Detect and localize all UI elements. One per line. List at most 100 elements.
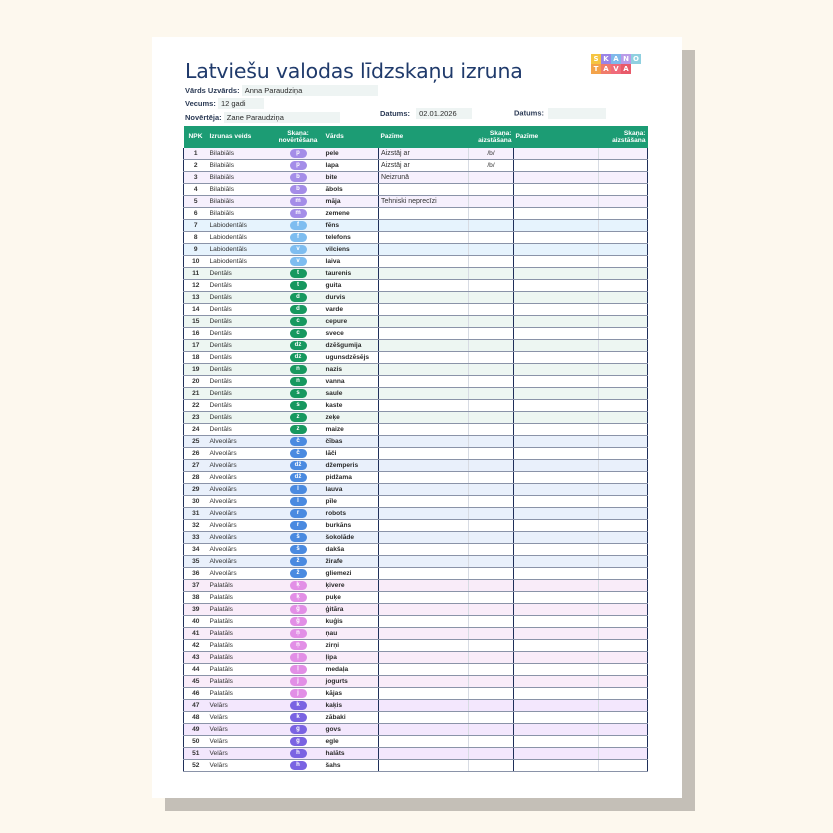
substitution1-cell[interactable] <box>468 291 514 304</box>
substitution1-cell[interactable] <box>468 315 514 328</box>
name-input[interactable]: Anna Paraudziņa <box>241 85 378 96</box>
trait1-cell[interactable] <box>378 399 469 412</box>
substitution2-cell[interactable] <box>598 279 648 292</box>
substitution1-cell[interactable] <box>468 747 514 760</box>
substitution1-cell[interactable] <box>468 183 514 196</box>
trait2-cell[interactable] <box>513 591 599 604</box>
trait2-cell[interactable] <box>513 267 599 280</box>
trait2-cell[interactable] <box>513 555 599 568</box>
substitution2-cell[interactable] <box>598 699 648 712</box>
trait2-cell[interactable] <box>513 759 599 772</box>
trait2-cell[interactable] <box>513 663 599 676</box>
substitution1-cell[interactable] <box>468 759 514 772</box>
trait2-cell[interactable] <box>513 435 599 448</box>
trait2-cell[interactable] <box>513 195 599 208</box>
substitution1-cell[interactable] <box>468 375 514 388</box>
substitution2-cell[interactable] <box>598 555 648 568</box>
substitution2-cell[interactable] <box>598 747 648 760</box>
substitution2-cell[interactable] <box>598 411 648 424</box>
trait2-cell[interactable] <box>513 579 599 592</box>
substitution2-cell[interactable] <box>598 615 648 628</box>
trait2-cell[interactable] <box>513 255 599 268</box>
trait2-cell[interactable] <box>513 459 599 472</box>
trait1-cell[interactable] <box>378 603 469 616</box>
trait2-cell[interactable] <box>513 543 599 556</box>
trait1-cell[interactable] <box>378 543 469 556</box>
substitution2-cell[interactable] <box>598 507 648 520</box>
trait1-cell[interactable] <box>378 447 469 460</box>
trait2-cell[interactable] <box>513 519 599 532</box>
trait1-cell[interactable] <box>378 699 469 712</box>
substitution1-cell[interactable] <box>468 219 514 232</box>
trait2-cell[interactable] <box>513 411 599 424</box>
substitution2-cell[interactable] <box>598 531 648 544</box>
substitution2-cell[interactable] <box>598 351 648 364</box>
trait2-cell[interactable] <box>513 447 599 460</box>
substitution2-cell[interactable] <box>598 603 648 616</box>
trait1-cell[interactable] <box>378 363 469 376</box>
trait2-cell[interactable] <box>513 171 599 184</box>
substitution1-cell[interactable] <box>468 387 514 400</box>
substitution1-cell[interactable] <box>468 735 514 748</box>
substitution2-cell[interactable] <box>598 315 648 328</box>
substitution1-cell[interactable] <box>468 543 514 556</box>
trait1-cell[interactable] <box>378 231 469 244</box>
substitution1-cell[interactable] <box>468 519 514 532</box>
substitution1-cell[interactable] <box>468 675 514 688</box>
substitution1-cell[interactable] <box>468 579 514 592</box>
substitution2-cell[interactable] <box>598 243 648 256</box>
trait2-cell[interactable] <box>513 423 599 436</box>
trait1-cell[interactable] <box>378 687 469 700</box>
trait2-cell[interactable] <box>513 219 599 232</box>
substitution1-cell[interactable] <box>468 255 514 268</box>
substitution2-cell[interactable] <box>598 651 648 664</box>
trait1-cell[interactable] <box>378 291 469 304</box>
trait1-cell[interactable] <box>378 579 469 592</box>
substitution1-cell[interactable] <box>468 459 514 472</box>
trait2-cell[interactable] <box>513 651 599 664</box>
trait1-cell[interactable] <box>378 411 469 424</box>
date2-input[interactable] <box>548 108 607 119</box>
substitution1-cell[interactable] <box>468 495 514 508</box>
trait1-cell[interactable] <box>378 303 469 316</box>
trait1-cell[interactable] <box>378 483 469 496</box>
substitution1-cell[interactable] <box>468 627 514 640</box>
trait1-cell[interactable] <box>378 627 469 640</box>
trait1-cell[interactable] <box>378 555 469 568</box>
trait2-cell[interactable] <box>513 699 599 712</box>
substitution2-cell[interactable] <box>598 148 648 160</box>
trait1-cell[interactable] <box>378 759 469 772</box>
substitution2-cell[interactable] <box>598 219 648 232</box>
substitution2-cell[interactable] <box>598 663 648 676</box>
substitution1-cell[interactable] <box>468 615 514 628</box>
trait2-cell[interactable] <box>513 399 599 412</box>
substitution1-cell[interactable] <box>468 471 514 484</box>
trait2-cell[interactable] <box>513 615 599 628</box>
substitution2-cell[interactable] <box>598 267 648 280</box>
substitution2-cell[interactable] <box>598 183 648 196</box>
trait2-cell[interactable] <box>513 279 599 292</box>
substitution2-cell[interactable] <box>598 759 648 772</box>
substitution2-cell[interactable] <box>598 723 648 736</box>
trait1-cell[interactable] <box>378 315 469 328</box>
trait2-cell[interactable] <box>513 243 599 256</box>
trait1-cell[interactable] <box>378 531 469 544</box>
trait1-cell[interactable]: Neizrunā <box>378 171 469 184</box>
substitution1-cell[interactable] <box>468 651 514 664</box>
substitution1-cell[interactable] <box>468 711 514 724</box>
substitution1-cell[interactable] <box>468 435 514 448</box>
trait1-cell[interactable] <box>378 675 469 688</box>
trait2-cell[interactable] <box>513 148 599 160</box>
trait1-cell[interactable] <box>378 663 469 676</box>
trait2-cell[interactable] <box>513 567 599 580</box>
trait1-cell[interactable] <box>378 219 469 232</box>
substitution1-cell[interactable] <box>468 663 514 676</box>
trait2-cell[interactable] <box>513 735 599 748</box>
trait2-cell[interactable] <box>513 495 599 508</box>
substitution1-cell[interactable] <box>468 351 514 364</box>
trait2-cell[interactable] <box>513 675 599 688</box>
trait2-cell[interactable] <box>513 351 599 364</box>
trait1-cell[interactable] <box>378 711 469 724</box>
date1-input[interactable]: 02.01.2026 <box>416 108 473 119</box>
substitution1-cell[interactable] <box>468 411 514 424</box>
